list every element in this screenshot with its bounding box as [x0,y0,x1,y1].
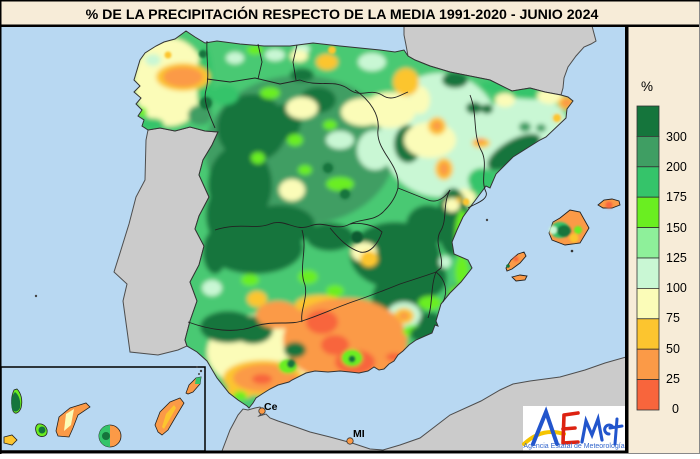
svg-text:200: 200 [666,160,687,174]
svg-text:175: 175 [666,190,687,204]
svg-text:MI: MI [353,428,365,440]
svg-text:25: 25 [666,372,680,386]
svg-text:150: 150 [666,221,687,235]
svg-text:Agencia Estatal de Meteorologí: Agencia Estatal de Meteorología [523,443,624,450]
svg-text:%: % [641,79,653,94]
svg-text:100: 100 [666,281,687,295]
svg-text:300: 300 [666,130,687,144]
svg-text:50: 50 [666,342,680,356]
svg-text:75: 75 [666,311,680,325]
svg-text:% DE LA PRECIPITACIÓN RESPECTO: % DE LA PRECIPITACIÓN RESPECTO DE LA MED… [86,5,599,23]
svg-text:0: 0 [672,402,679,416]
svg-text:Ce: Ce [264,401,278,413]
svg-text:125: 125 [666,251,687,265]
